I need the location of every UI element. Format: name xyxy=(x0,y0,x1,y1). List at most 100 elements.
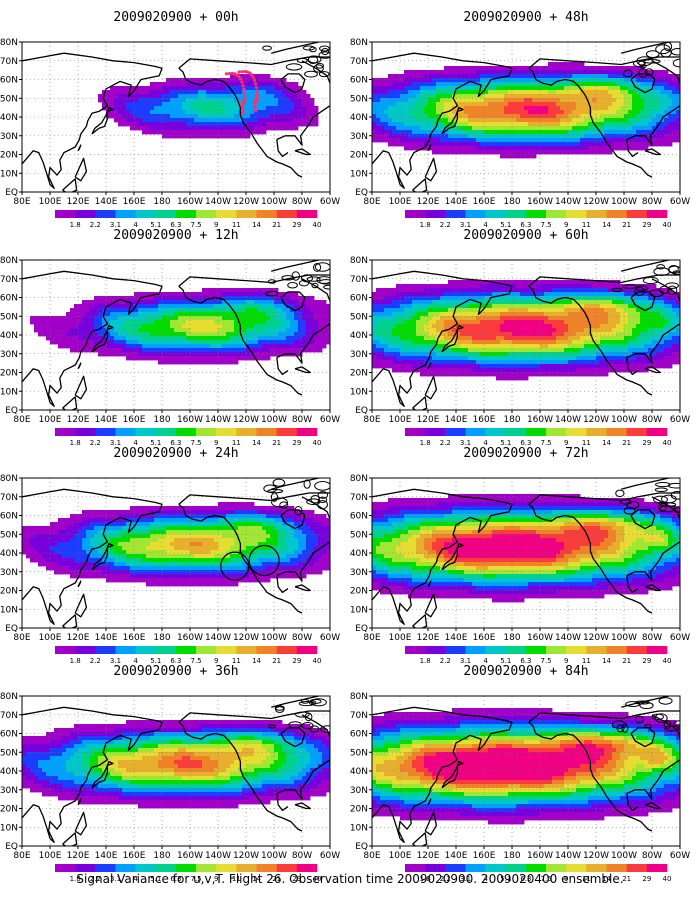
x-tick-label: 80W xyxy=(292,851,312,861)
x-tick-label: 160W xyxy=(527,415,553,425)
axis-ticks: 80E 100E 120E 140E 160E 180 160W 140W 120W 100W 80… xyxy=(350,256,690,425)
x-tick-label: 160W xyxy=(177,851,203,861)
colorbar-swatch xyxy=(465,646,486,654)
x-tick-label: 100E xyxy=(389,633,412,643)
map-grid xyxy=(22,696,330,846)
target-circles xyxy=(220,544,280,581)
x-tick-label: 140W xyxy=(555,197,581,207)
y-tick-label: 50N xyxy=(350,312,368,322)
colorbar-label: 3.1 xyxy=(110,875,121,883)
colorbar-swatch xyxy=(276,210,298,218)
colorbar-label: 21 xyxy=(272,657,281,665)
map-grid xyxy=(22,260,330,410)
colorbar-swatch xyxy=(115,210,136,218)
y-tick-label: 50N xyxy=(0,530,18,540)
x-tick-label: 140E xyxy=(445,633,468,643)
panel-title: 2009020900 + 72h xyxy=(463,446,588,461)
colorbar-label: 3.1 xyxy=(110,657,121,665)
colorbar-label: 1.8 xyxy=(420,439,431,447)
axis-ticks: 80E 100E 120E 140E 160E 180 160W 140W 120W 100W 80… xyxy=(350,474,690,643)
colorbar-swatch xyxy=(586,210,607,218)
x-tick-label: 160E xyxy=(123,197,146,207)
x-tick-label: 80W xyxy=(292,633,312,643)
colorbar-label: 6.3 xyxy=(520,221,531,229)
colorbar-label: 2.2 xyxy=(440,657,451,665)
colorbar-swatch xyxy=(296,646,318,654)
y-tick-label: 70N xyxy=(0,493,18,503)
y-tick-label: 10N xyxy=(0,605,18,615)
y-tick-label: EQ xyxy=(5,624,18,634)
colorbar-swatch xyxy=(55,646,76,654)
colorbar-swatch xyxy=(95,864,116,872)
x-tick-label: 80W xyxy=(642,415,662,425)
colorbar-swatch xyxy=(505,210,527,218)
x-tick-label: 120E xyxy=(67,197,90,207)
y-tick-label: 60N xyxy=(350,294,368,304)
colorbar-label: 1.8 xyxy=(70,875,81,883)
colorbar-swatch xyxy=(75,210,96,218)
axis-ticks: 80E 100E 120E 140E 160E 180 160W 140W 120W 100W 80… xyxy=(0,38,340,207)
x-tick-label: 80W xyxy=(292,415,312,425)
map-grid xyxy=(22,478,330,628)
colorbar: 1.8 2.2 3.1 4 5.1 6.3 7.5 9 11 14 21 29 40 xyxy=(405,864,671,883)
colorbar-label: 9 xyxy=(214,221,218,229)
x-tick-label: 140E xyxy=(445,415,468,425)
colorbar-label: 3.1 xyxy=(460,657,471,665)
axis-ticks: 80E 100E 120E 140E 160E 180 160W 140W 120W 100W 80… xyxy=(0,256,340,425)
y-tick-label: 20N xyxy=(350,151,368,161)
colorbar-swatch xyxy=(425,864,446,872)
axis-ticks: 80E 100E 120E 140E 160E 180 160W 140W 120W 100W 80… xyxy=(350,692,690,861)
coastlines xyxy=(372,696,680,846)
colorbar-swatch xyxy=(546,864,567,872)
colorbar-swatch xyxy=(55,210,76,218)
colorbar-label: 21 xyxy=(622,657,631,665)
x-tick-label: 160E xyxy=(123,415,146,425)
colorbar-label: 9 xyxy=(214,657,218,665)
y-tick-label: 70N xyxy=(0,275,18,285)
x-tick-label: 120W xyxy=(583,633,609,643)
x-tick-label: 80E xyxy=(13,415,30,425)
colorbar-swatch xyxy=(626,646,648,654)
x-tick-label: 60W xyxy=(320,633,340,643)
colorbar-label: 2.2 xyxy=(90,439,101,447)
colorbar-label: 11 xyxy=(232,657,241,665)
colorbar-label: 4 xyxy=(483,439,488,447)
colorbar-swatch xyxy=(75,864,96,872)
colorbar-label: 40 xyxy=(663,221,672,229)
y-tick-label: 50N xyxy=(350,530,368,540)
y-tick-label: 30N xyxy=(350,568,368,578)
colorbar-swatch xyxy=(175,646,197,654)
x-tick-label: 100E xyxy=(39,633,62,643)
colorbar-swatch xyxy=(546,210,567,218)
colorbar-swatch xyxy=(155,646,177,654)
colorbar-swatch xyxy=(296,864,318,872)
y-tick-label: 10N xyxy=(350,387,368,397)
y-tick-label: 70N xyxy=(350,275,368,285)
colorbar-label: 29 xyxy=(292,439,301,447)
x-tick-label: 160E xyxy=(123,851,146,861)
colorbar-label: 21 xyxy=(272,439,281,447)
colorbar-label: 14 xyxy=(252,657,261,665)
y-tick-label: 60N xyxy=(0,730,18,740)
x-tick-label: 80E xyxy=(13,197,30,207)
x-tick-label: 60W xyxy=(670,633,690,643)
x-tick-label: 80E xyxy=(363,415,380,425)
coastlines xyxy=(22,42,330,192)
coastlines xyxy=(372,42,680,192)
y-tick-label: 70N xyxy=(350,711,368,721)
colorbar-swatch xyxy=(606,864,627,872)
colorbar-swatch xyxy=(566,864,587,872)
map-grid xyxy=(372,260,680,410)
panel-title: 2009020900 + 00h xyxy=(113,10,238,25)
y-tick-label: 20N xyxy=(0,587,18,597)
map-panel: 2009020900 + 36h 80E 100E 120E 140E 160E 180 16… xyxy=(0,664,340,883)
colorbar-label: 2.2 xyxy=(440,221,451,229)
x-tick-label: 80W xyxy=(642,633,662,643)
colorbar-label: 5.1 xyxy=(150,439,161,447)
axis-ticks: 80E 100E 120E 140E 160E 180 160W 140W 120W 100W 80… xyxy=(350,38,690,207)
colorbar-label: 4 xyxy=(133,875,138,883)
colorbar-label: 9 xyxy=(214,875,218,883)
y-tick-label: EQ xyxy=(5,842,18,852)
variance-field xyxy=(22,42,330,192)
variance-field xyxy=(22,260,330,410)
